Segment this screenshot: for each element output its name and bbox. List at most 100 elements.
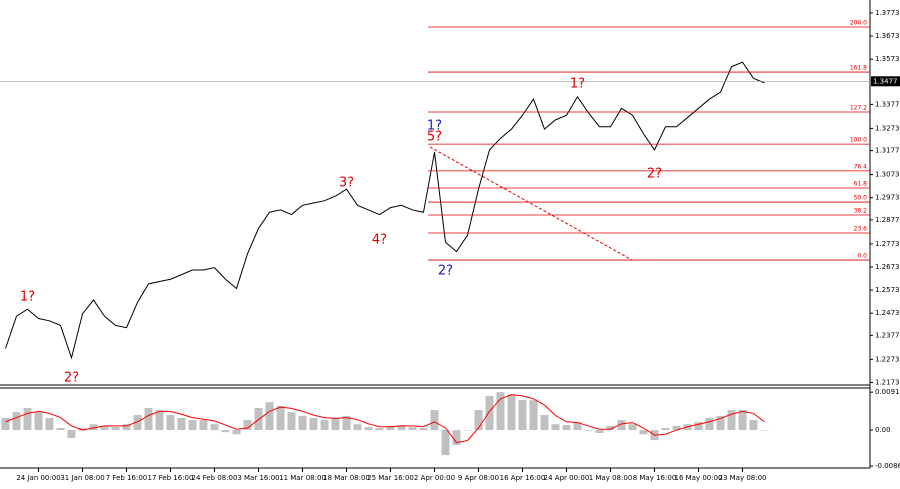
x-tick-label: 7 Feb 16:00 — [106, 474, 147, 482]
histogram-bar — [111, 427, 120, 431]
histogram-bar — [573, 422, 582, 431]
histogram-bar — [628, 424, 637, 431]
wave-label: 1? — [570, 77, 585, 92]
wave-label: 2? — [647, 166, 662, 181]
fib-label: 200.0 — [850, 20, 867, 27]
histogram-bar — [265, 402, 274, 431]
x-tick-label: 31 Jan 08:00 — [60, 474, 104, 482]
histogram-bar — [375, 428, 384, 431]
x-tick-label: 17 Feb 16:00 — [148, 474, 194, 482]
histogram-bar — [507, 394, 516, 431]
histogram-bar — [474, 410, 483, 431]
y-tick-label: 1.3377 — [875, 100, 900, 108]
histogram-bar — [309, 418, 318, 431]
histogram-bar — [738, 410, 747, 431]
x-tick-label: 18 Mar 08:00 — [323, 474, 370, 482]
histogram-bar — [397, 425, 406, 431]
histogram-bar — [551, 424, 560, 431]
histogram-bar — [276, 405, 285, 431]
histogram-bar — [749, 420, 758, 431]
histogram-bar — [419, 428, 428, 431]
y-tick-label: 0.0091 — [875, 388, 900, 396]
histogram-bar — [463, 430, 472, 431]
y-tick-label: 1.2473 — [875, 309, 900, 317]
histogram-bar — [529, 400, 538, 431]
histogram-bar — [408, 427, 417, 431]
histogram-bar — [452, 430, 461, 446]
x-tick-label: 16 Apr 16:00 — [500, 474, 546, 482]
wave-label: 5? — [427, 129, 442, 144]
histogram-bar — [716, 415, 725, 431]
y-tick-label: 1.2377 — [875, 331, 900, 339]
histogram-bar — [705, 418, 714, 431]
histogram-bar — [122, 424, 131, 431]
histogram-bar — [331, 418, 340, 431]
histogram-bar — [298, 415, 307, 431]
histogram-bar — [441, 430, 450, 456]
current-price-box — [871, 76, 900, 87]
x-tick-label: 23 May 08:00 — [718, 474, 766, 482]
histogram-bar — [177, 418, 186, 431]
histogram-bar — [496, 392, 505, 431]
fib-label: 100.0 — [850, 137, 867, 144]
histogram-bar — [540, 415, 549, 431]
histogram-bar — [562, 425, 571, 431]
y-tick-label: 1.2673 — [875, 263, 900, 271]
histogram-bar — [727, 410, 736, 431]
histogram-bar — [694, 422, 703, 431]
histogram-bar — [661, 428, 670, 431]
histogram-bar — [353, 424, 362, 431]
histogram-bar — [210, 424, 219, 431]
signal-line — [5, 394, 765, 444]
histogram-bar — [155, 410, 164, 431]
histogram-bar — [232, 430, 241, 435]
x-tick-label: 2 Apr 00:00 — [414, 474, 455, 482]
fib-label: 61.8 — [854, 180, 868, 187]
y-tick-label: 1.3673 — [875, 32, 900, 40]
x-tick-label: 16 May 00:00 — [674, 474, 722, 482]
histogram-bar — [485, 395, 494, 431]
fib-label: 76.4 — [854, 163, 868, 170]
x-tick-label: 24 Feb 08:00 — [192, 474, 238, 482]
y-tick-label: 1.3773 — [875, 9, 900, 17]
wave-label: 3? — [339, 175, 354, 190]
histogram-bar — [320, 420, 329, 431]
x-tick-label: 3 Mar 16:00 — [237, 474, 279, 482]
histogram-bar — [1, 418, 10, 431]
histogram-bar — [243, 420, 252, 431]
trend-line — [429, 146, 633, 261]
y-tick-label: 1.3573 — [875, 55, 900, 63]
histogram-bar — [45, 418, 54, 431]
histogram-bar — [584, 430, 593, 431]
price-line — [5, 61, 765, 360]
histogram-bar — [386, 425, 395, 431]
fib-label: 23.6 — [854, 226, 868, 233]
histogram-bar — [89, 424, 98, 431]
x-tick-label: 11 Mar 08:00 — [279, 474, 326, 482]
histogram-bar — [672, 425, 681, 431]
wave-label: 2? — [438, 263, 453, 278]
x-tick-label: 24 Apr 00:00 — [544, 474, 590, 482]
y-tick-label: 1.2273 — [875, 355, 900, 363]
histogram-bar — [133, 415, 142, 431]
fib-label: 50.0 — [854, 195, 868, 202]
histogram-bar — [287, 412, 296, 431]
histogram-bar — [430, 410, 439, 431]
fib-label: 38.2 — [854, 208, 868, 215]
fib-label: 161.8 — [850, 65, 867, 72]
y-tick-label: -0.00862 — [875, 462, 900, 470]
histogram-bar — [364, 427, 373, 431]
y-tick-label: 1.3073 — [875, 171, 900, 179]
y-tick-label: 1.2773 — [875, 240, 900, 248]
y-tick-label: 1.2877 — [875, 216, 900, 224]
histogram-bar — [221, 430, 230, 433]
histogram-bar — [56, 428, 65, 431]
x-tick-label: 1 May 08:00 — [589, 474, 633, 482]
histogram-bar — [639, 430, 648, 435]
histogram-bar — [23, 408, 32, 431]
histogram-bar — [606, 425, 615, 431]
histogram-bar — [144, 408, 153, 431]
wave-label: 1? — [20, 290, 35, 305]
